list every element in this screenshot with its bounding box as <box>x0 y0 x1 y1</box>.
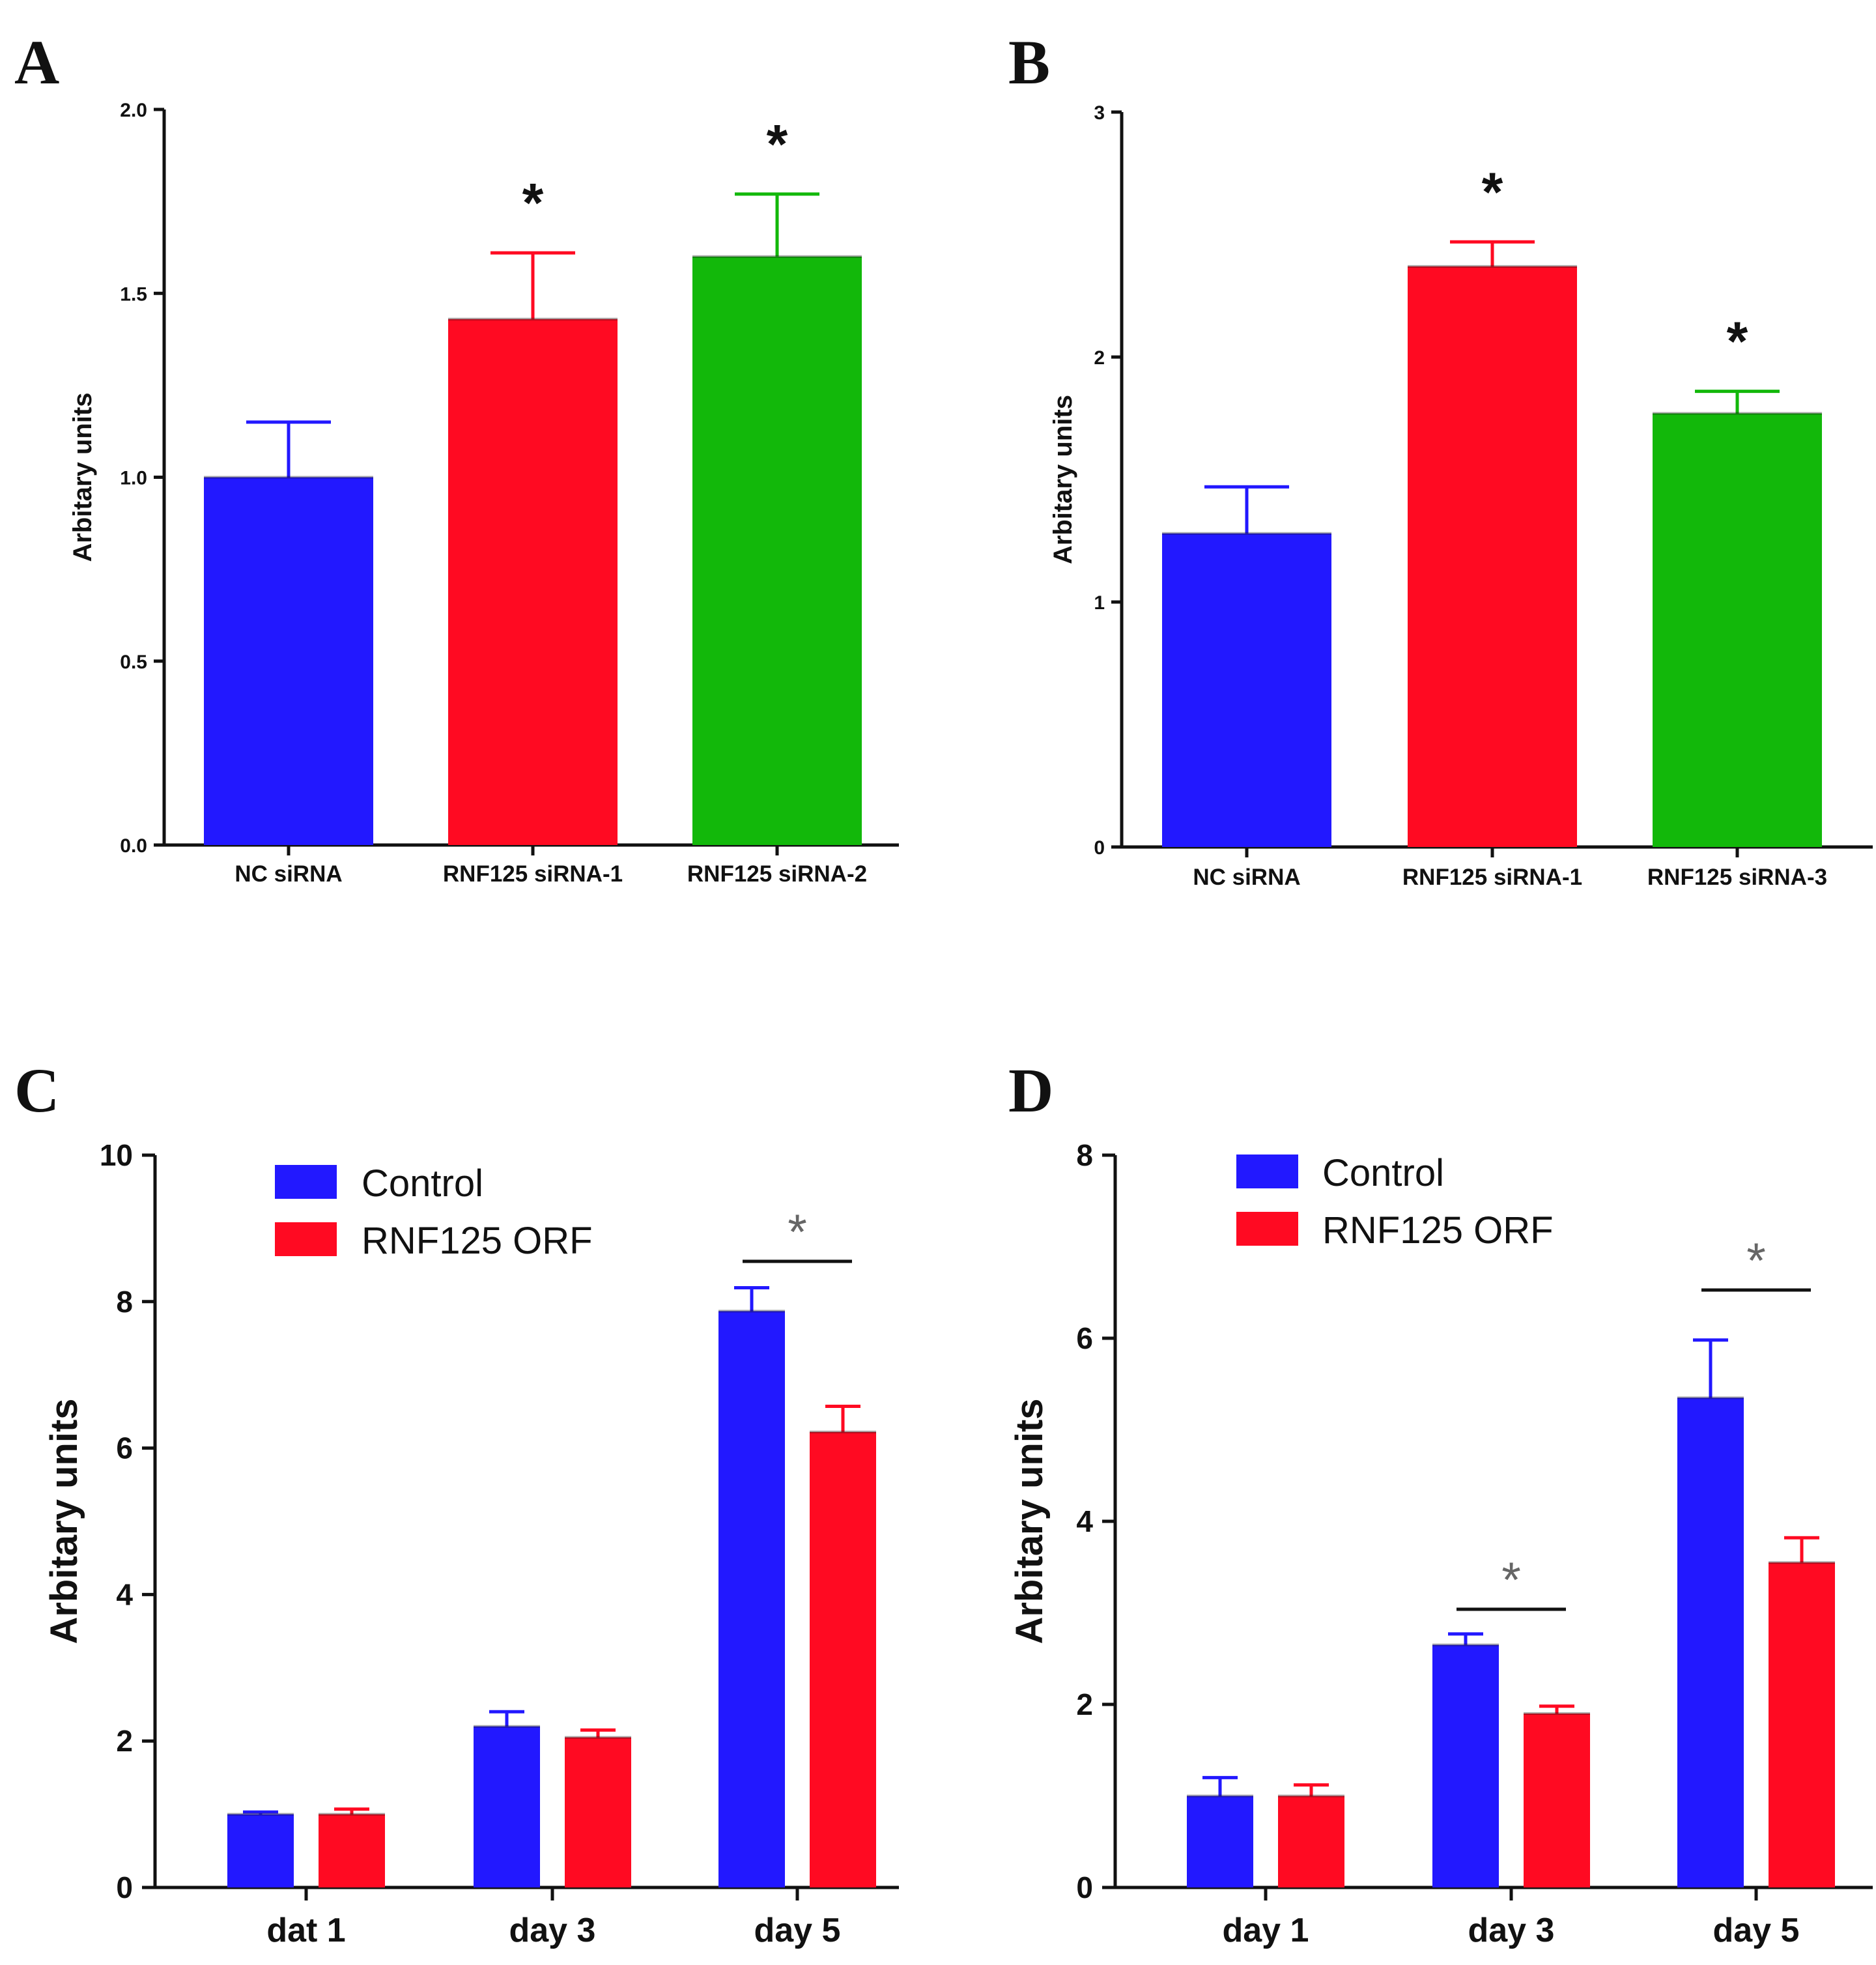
bar <box>1162 533 1331 847</box>
y-tick-label: 0 <box>116 1871 133 1904</box>
panel-letter-b: B <box>1008 27 1050 97</box>
panel-b: B 0 1 2 3 Arbitary units NC siRNA RNF125 siRNA… <box>1008 27 1873 890</box>
bar <box>810 1431 876 1887</box>
x-category-label: NC siRNA <box>1193 865 1300 890</box>
y-tick-label: 2.0 <box>120 100 147 121</box>
bar <box>1677 1398 1744 1887</box>
x-category-label: day 1 <box>1223 1912 1309 1949</box>
y-tick-label: 0 <box>1076 1871 1093 1904</box>
bar <box>227 1814 294 1887</box>
panel-a-plot: 0.0 0.5 1.0 1.5 2.0 Arbitary units NC siRNA RNF… <box>68 100 899 887</box>
panel-c: C 0 2 4 6 8 10 Arbitary units dat 1 day 3 day 5 Co… <box>14 1055 899 1949</box>
bar <box>474 1726 540 1887</box>
significance-star: * <box>1501 1553 1521 1608</box>
bar <box>1653 413 1822 847</box>
y-tick-label: 3 <box>1094 102 1105 124</box>
x-category-label: RNF125 siRNA-3 <box>1647 865 1827 890</box>
legend-label: Control <box>1322 1152 1444 1194</box>
y-tick-label: 1 <box>1094 592 1105 614</box>
panel-letter-c: C <box>14 1055 59 1125</box>
bar <box>1408 266 1577 847</box>
bar <box>319 1814 385 1887</box>
panel-d: D 0 2 4 6 8 Arbitary units day 1 day 3 day 5 Cont… <box>1008 1055 1873 1949</box>
y-axis-label: Arbitary units <box>1008 1398 1051 1644</box>
significance-star: * <box>1482 161 1503 222</box>
significance-star: * <box>1727 311 1748 372</box>
legend-swatch <box>1236 1155 1298 1188</box>
legend-swatch <box>275 1165 337 1199</box>
y-tick-label: 8 <box>116 1285 133 1319</box>
panel-letter-a: A <box>14 27 59 97</box>
bar <box>1769 1562 1835 1887</box>
bar <box>1524 1714 1590 1887</box>
significance-star: * <box>767 113 788 175</box>
x-category-label: day 3 <box>509 1912 596 1949</box>
x-category-label: RNF125 siRNA-1 <box>443 861 623 887</box>
y-tick-label: 0 <box>1094 837 1105 859</box>
y-tick-label: 4 <box>1076 1504 1093 1538</box>
y-tick-label: 2 <box>116 1724 133 1758</box>
x-category-label: dat 1 <box>266 1912 345 1949</box>
bar <box>1432 1644 1499 1887</box>
significance-star: * <box>788 1205 807 1260</box>
x-category-label: day 5 <box>754 1912 841 1949</box>
x-category-label: day 3 <box>1468 1912 1555 1949</box>
legend-label: RNF125 ORF <box>362 1220 593 1262</box>
bar <box>1278 1796 1344 1887</box>
bar <box>1187 1796 1253 1887</box>
bar <box>692 256 862 845</box>
legend-label: RNF125 ORF <box>1322 1209 1554 1252</box>
significance-star: * <box>1746 1233 1766 1289</box>
legend-swatch <box>1236 1212 1298 1246</box>
y-axis-label: Arbitary units <box>1049 395 1077 564</box>
y-axis-label: Arbitary units <box>68 392 97 562</box>
y-tick-label: 6 <box>116 1431 133 1465</box>
y-tick-label: 8 <box>1076 1138 1093 1172</box>
y-tick-label: 6 <box>1076 1321 1093 1355</box>
y-tick-label: 4 <box>116 1577 133 1611</box>
y-tick-label: 1.0 <box>120 468 147 489</box>
y-tick-label: 2 <box>1094 347 1105 369</box>
panel-c-plot: 0 2 4 6 8 10 Arbitary units dat 1 day 3 day 5 Cont… <box>43 1138 899 1949</box>
y-axis-label: Arbitary units <box>43 1398 85 1644</box>
x-category-label: RNF125 siRNA-2 <box>687 861 867 887</box>
panel-a: A 0.0 0.5 1.0 1.5 2.0 Arbitary units NC siRNA R… <box>14 27 899 887</box>
panel-d-plot: 0 2 4 6 8 Arbitary units day 1 day 3 day 5 Contro… <box>1008 1138 1873 1949</box>
panel-b-plot: 0 1 2 3 Arbitary units NC siRNA RNF125 siRNA-1… <box>1049 102 1873 890</box>
y-tick-label: 10 <box>100 1138 133 1172</box>
y-tick-label: 0.5 <box>120 652 147 673</box>
x-category-label: day 5 <box>1713 1912 1800 1949</box>
y-tick-label: 2 <box>1076 1687 1093 1721</box>
legend-swatch <box>275 1222 337 1256</box>
y-tick-label: 1.5 <box>120 283 147 305</box>
bar <box>565 1737 631 1887</box>
significance-star: * <box>522 172 544 233</box>
panel-letter-d: D <box>1008 1055 1053 1125</box>
bar <box>448 319 618 845</box>
x-category-label: NC siRNA <box>234 861 342 887</box>
x-category-label: RNF125 siRNA-1 <box>1402 865 1582 890</box>
bar <box>718 1311 785 1887</box>
y-tick-label: 0.0 <box>120 835 147 857</box>
legend-label: Control <box>362 1162 483 1205</box>
bar <box>204 477 373 845</box>
